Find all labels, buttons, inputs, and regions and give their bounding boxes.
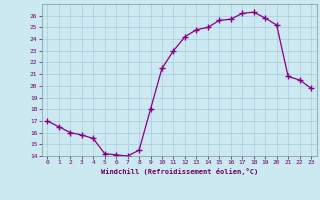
X-axis label: Windchill (Refroidissement éolien,°C): Windchill (Refroidissement éolien,°C) [100,168,258,175]
